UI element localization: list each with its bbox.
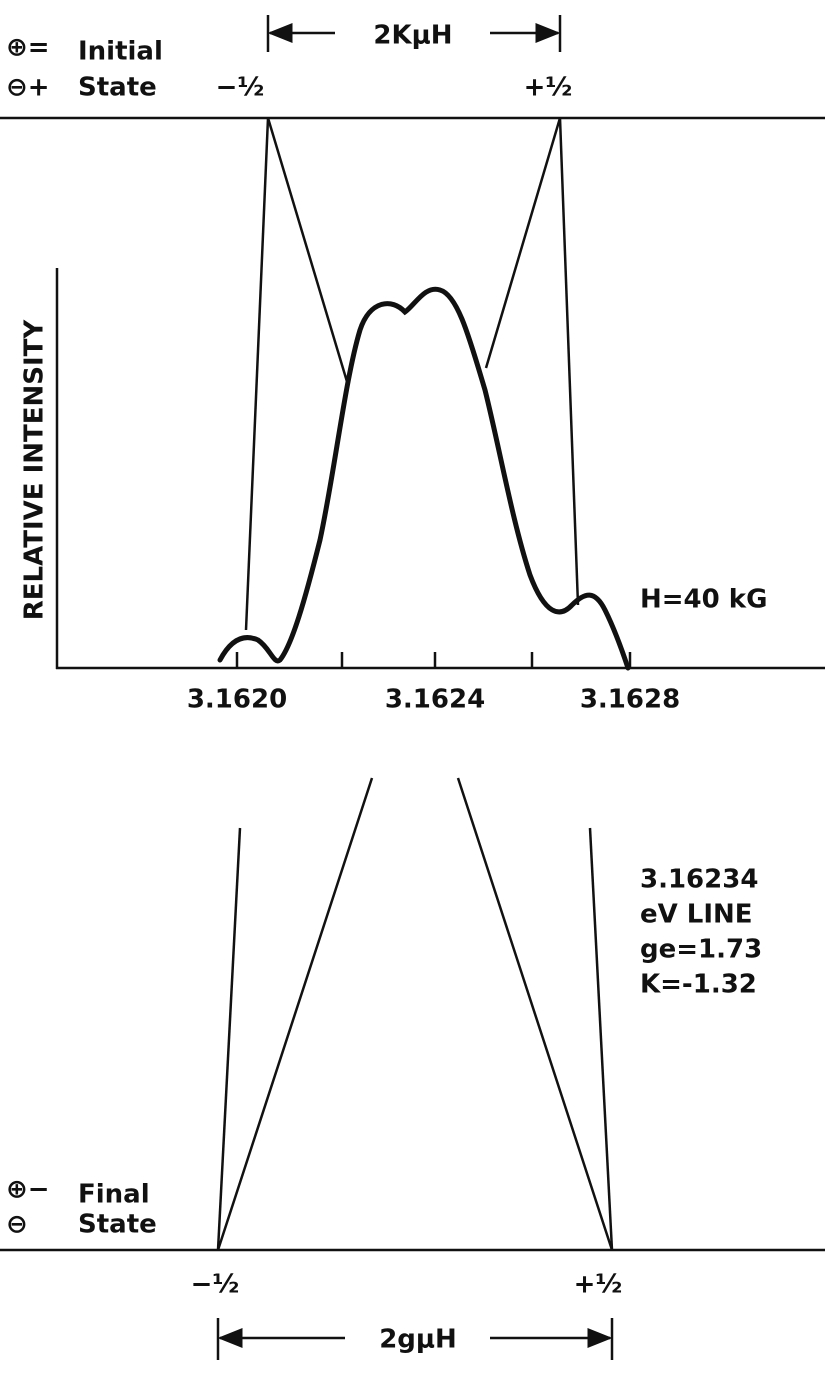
- state-symbol: ⊕−: [6, 1175, 50, 1205]
- transition: [456, 777, 614, 1251]
- splitting-label: 2gμH: [379, 1325, 457, 1355]
- spectrum-curve: [217, 286, 631, 671]
- line-info: ge=1.73: [640, 935, 762, 965]
- transition: [588, 827, 614, 1251]
- state-label: State: [78, 1210, 157, 1240]
- transition: [216, 777, 374, 1251]
- level-label: +½: [574, 1270, 623, 1300]
- x-tick-label: 3.1628: [580, 685, 680, 715]
- line-info: K=-1.32: [640, 970, 757, 1000]
- transition: [244, 117, 270, 631]
- transition: [266, 117, 350, 386]
- x-tick-label: 3.1620: [187, 685, 287, 715]
- splitting-label: 2KμH: [373, 21, 452, 51]
- state-label: Initial: [78, 37, 163, 67]
- transition: [484, 117, 562, 369]
- x-tick-label: 3.1624: [385, 685, 485, 715]
- line-info: eV LINE: [640, 900, 753, 930]
- level-label: +½: [524, 73, 573, 103]
- y-axis-label: RELATIVE INTENSITY: [20, 319, 50, 621]
- field-label: H=40 kG: [640, 585, 767, 615]
- state-symbol: ⊕=: [6, 33, 50, 63]
- line-info: 3.16234: [640, 865, 758, 895]
- transition: [558, 117, 580, 606]
- transition: [216, 827, 242, 1251]
- state-symbol: ⊖+: [6, 73, 50, 103]
- state-label: Final: [78, 1180, 150, 1210]
- level-label: −½: [216, 73, 265, 103]
- state-label: State: [78, 73, 157, 103]
- state-symbol: ⊖: [6, 1210, 28, 1240]
- level-label: −½: [191, 1270, 240, 1300]
